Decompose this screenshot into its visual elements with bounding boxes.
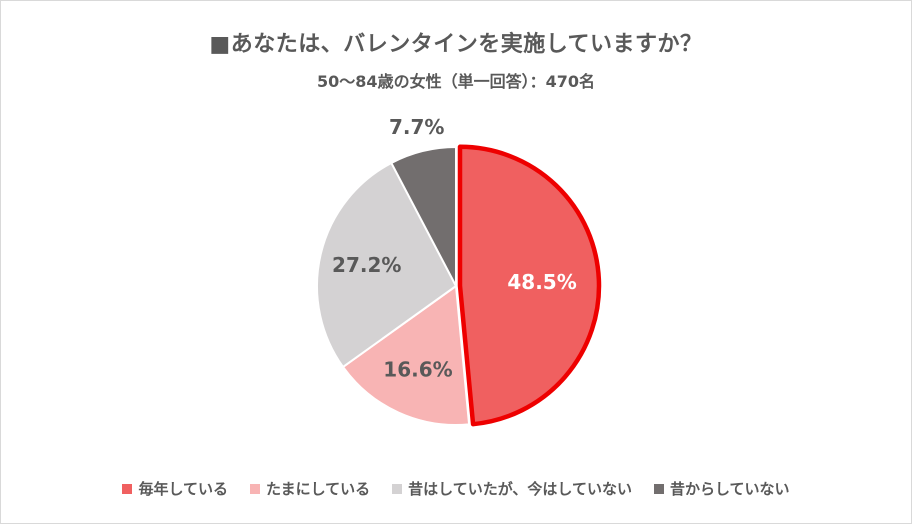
chart-subtitle: 50〜84歳の女性（単一回答）：470名 xyxy=(317,72,595,91)
legend-swatch xyxy=(122,483,133,494)
legend-item-used-to: 昔はしていたが、今はしていない xyxy=(392,478,632,499)
data-label: 48.5% xyxy=(507,270,576,294)
slice-sometimes xyxy=(342,285,471,426)
legend-label: 昔はしていたが、今はしていない xyxy=(408,480,632,498)
slice-used-to xyxy=(316,161,457,368)
legend-swatch xyxy=(392,483,403,494)
slice-every-year xyxy=(457,144,602,427)
legend-swatch xyxy=(653,483,664,494)
legend-label: たまにしている xyxy=(266,480,371,498)
legend-label: 毎年している xyxy=(138,480,229,498)
data-label: 7.7% xyxy=(389,115,444,139)
chart-title: ■あなたは、バレンタインを実施していますか？ xyxy=(209,32,703,57)
legend-label: 昔からしていない xyxy=(669,480,790,498)
legend: 毎年している たまにしている 昔はしていたが、今はしていない 昔からしていない xyxy=(0,478,912,499)
legend-swatch xyxy=(250,483,261,494)
legend-item-never: 昔からしていない xyxy=(653,478,790,499)
legend-item-sometimes: たまにしている xyxy=(250,478,370,499)
legend-item-every-year: 毎年している xyxy=(122,478,228,499)
data-label: 16.6% xyxy=(383,357,452,381)
slice-never xyxy=(390,146,457,287)
data-label: 27.2% xyxy=(332,253,401,277)
